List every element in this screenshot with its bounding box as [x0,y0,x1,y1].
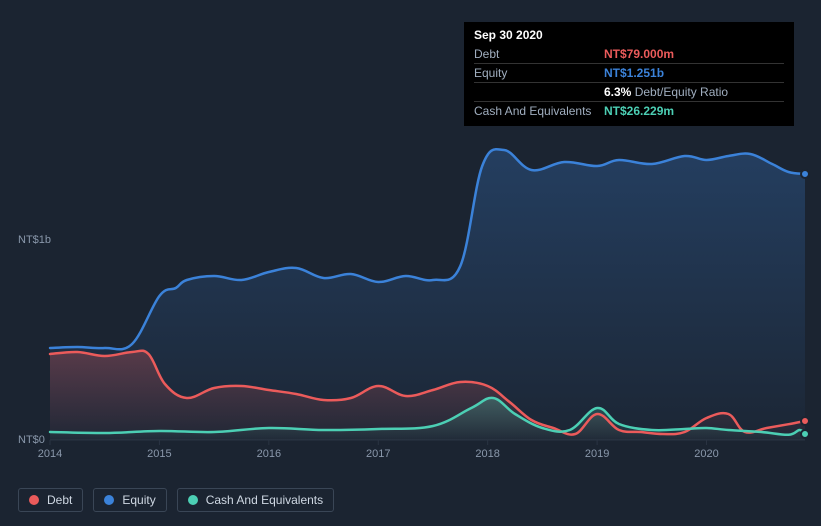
legend-item-cash[interactable]: Cash And Equivalents [177,488,334,512]
end-dot-cash [800,429,810,439]
tooltip-value: NT$79.000m [604,45,784,64]
financial-chart: NT$0NT$1b 2014201520162017201820192020 S… [0,0,821,526]
tooltip-row: DebtNT$79.000m [474,45,784,64]
tooltip-row: EquityNT$1.251b [474,64,784,83]
legend-label: Debt [47,493,72,507]
tooltip-value: NT$26.229m [604,102,784,121]
tooltip-value: NT$1.251b [604,64,784,83]
x-tick-label: 2019 [585,448,609,460]
data-tooltip: Sep 30 2020 DebtNT$79.000mEquityNT$1.251… [464,22,794,126]
x-tick-label: 2018 [475,448,499,460]
x-tick-label: 2014 [38,448,62,460]
legend-label: Cash And Equivalents [206,493,323,507]
tooltip-date: Sep 30 2020 [474,28,784,42]
tooltip-row: Cash And EquivalentsNT$26.229m [474,102,784,121]
tooltip-label: Equity [474,64,604,83]
legend-item-debt[interactable]: Debt [18,488,83,512]
legend-swatch [188,495,198,505]
legend: Debt Equity Cash And Equivalents [18,488,334,512]
x-tick-label: 2016 [257,448,281,460]
tooltip-label: Debt [474,45,604,64]
legend-swatch [104,495,114,505]
tooltip-table: DebtNT$79.000mEquityNT$1.251b6.3% Debt/E… [474,45,784,120]
legend-label: Equity [122,493,155,507]
legend-item-equity[interactable]: Equity [93,488,166,512]
tooltip-row: 6.3% Debt/Equity Ratio [474,83,784,102]
tooltip-label: Cash And Equivalents [474,102,604,121]
x-tick-label: 2020 [694,448,718,460]
end-dot-equity [800,169,810,179]
legend-swatch [29,495,39,505]
end-dot-debt [800,416,810,426]
x-tick-label: 2015 [147,448,171,460]
x-tick-label: 2017 [366,448,390,460]
